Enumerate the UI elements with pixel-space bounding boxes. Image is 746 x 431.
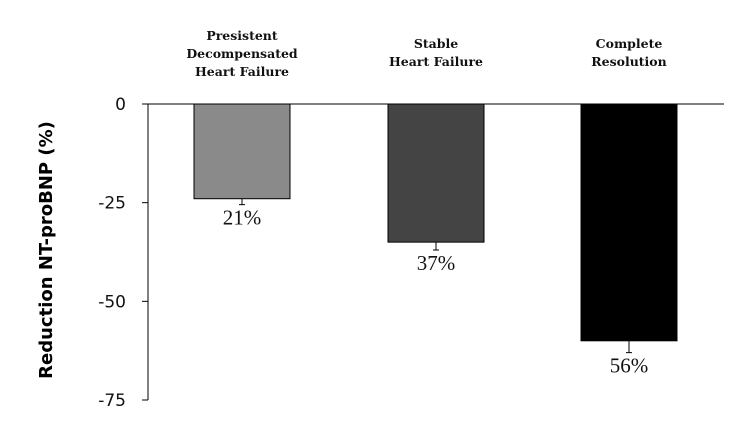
category-label: Presistent <box>206 28 278 43</box>
bars <box>193 103 678 354</box>
category-label: Heart Failure <box>195 64 289 79</box>
category-label: Stable <box>414 36 458 51</box>
y-tick-label: -25 <box>98 194 126 214</box>
data-label: 56% <box>610 354 649 378</box>
y-tick-label: -50 <box>98 292 126 312</box>
bar <box>580 103 678 342</box>
bar <box>193 103 291 200</box>
labels: 21% 37% 56% Presistent Decompensated Heart Fa… <box>186 28 666 378</box>
y-tick-label: 0 <box>115 95 126 115</box>
category-label: Heart Failure <box>389 54 483 69</box>
category-label: Decompensated <box>186 46 298 61</box>
data-label: 37% <box>417 251 456 275</box>
y-axis-title: Reduction NT-proBNP (%) <box>36 121 57 379</box>
bar <box>387 103 485 243</box>
category-label: Complete <box>596 36 663 51</box>
data-label: 21% <box>223 206 262 230</box>
category-label: Resolution <box>591 54 667 69</box>
y-tick-label: -75 <box>98 391 126 411</box>
